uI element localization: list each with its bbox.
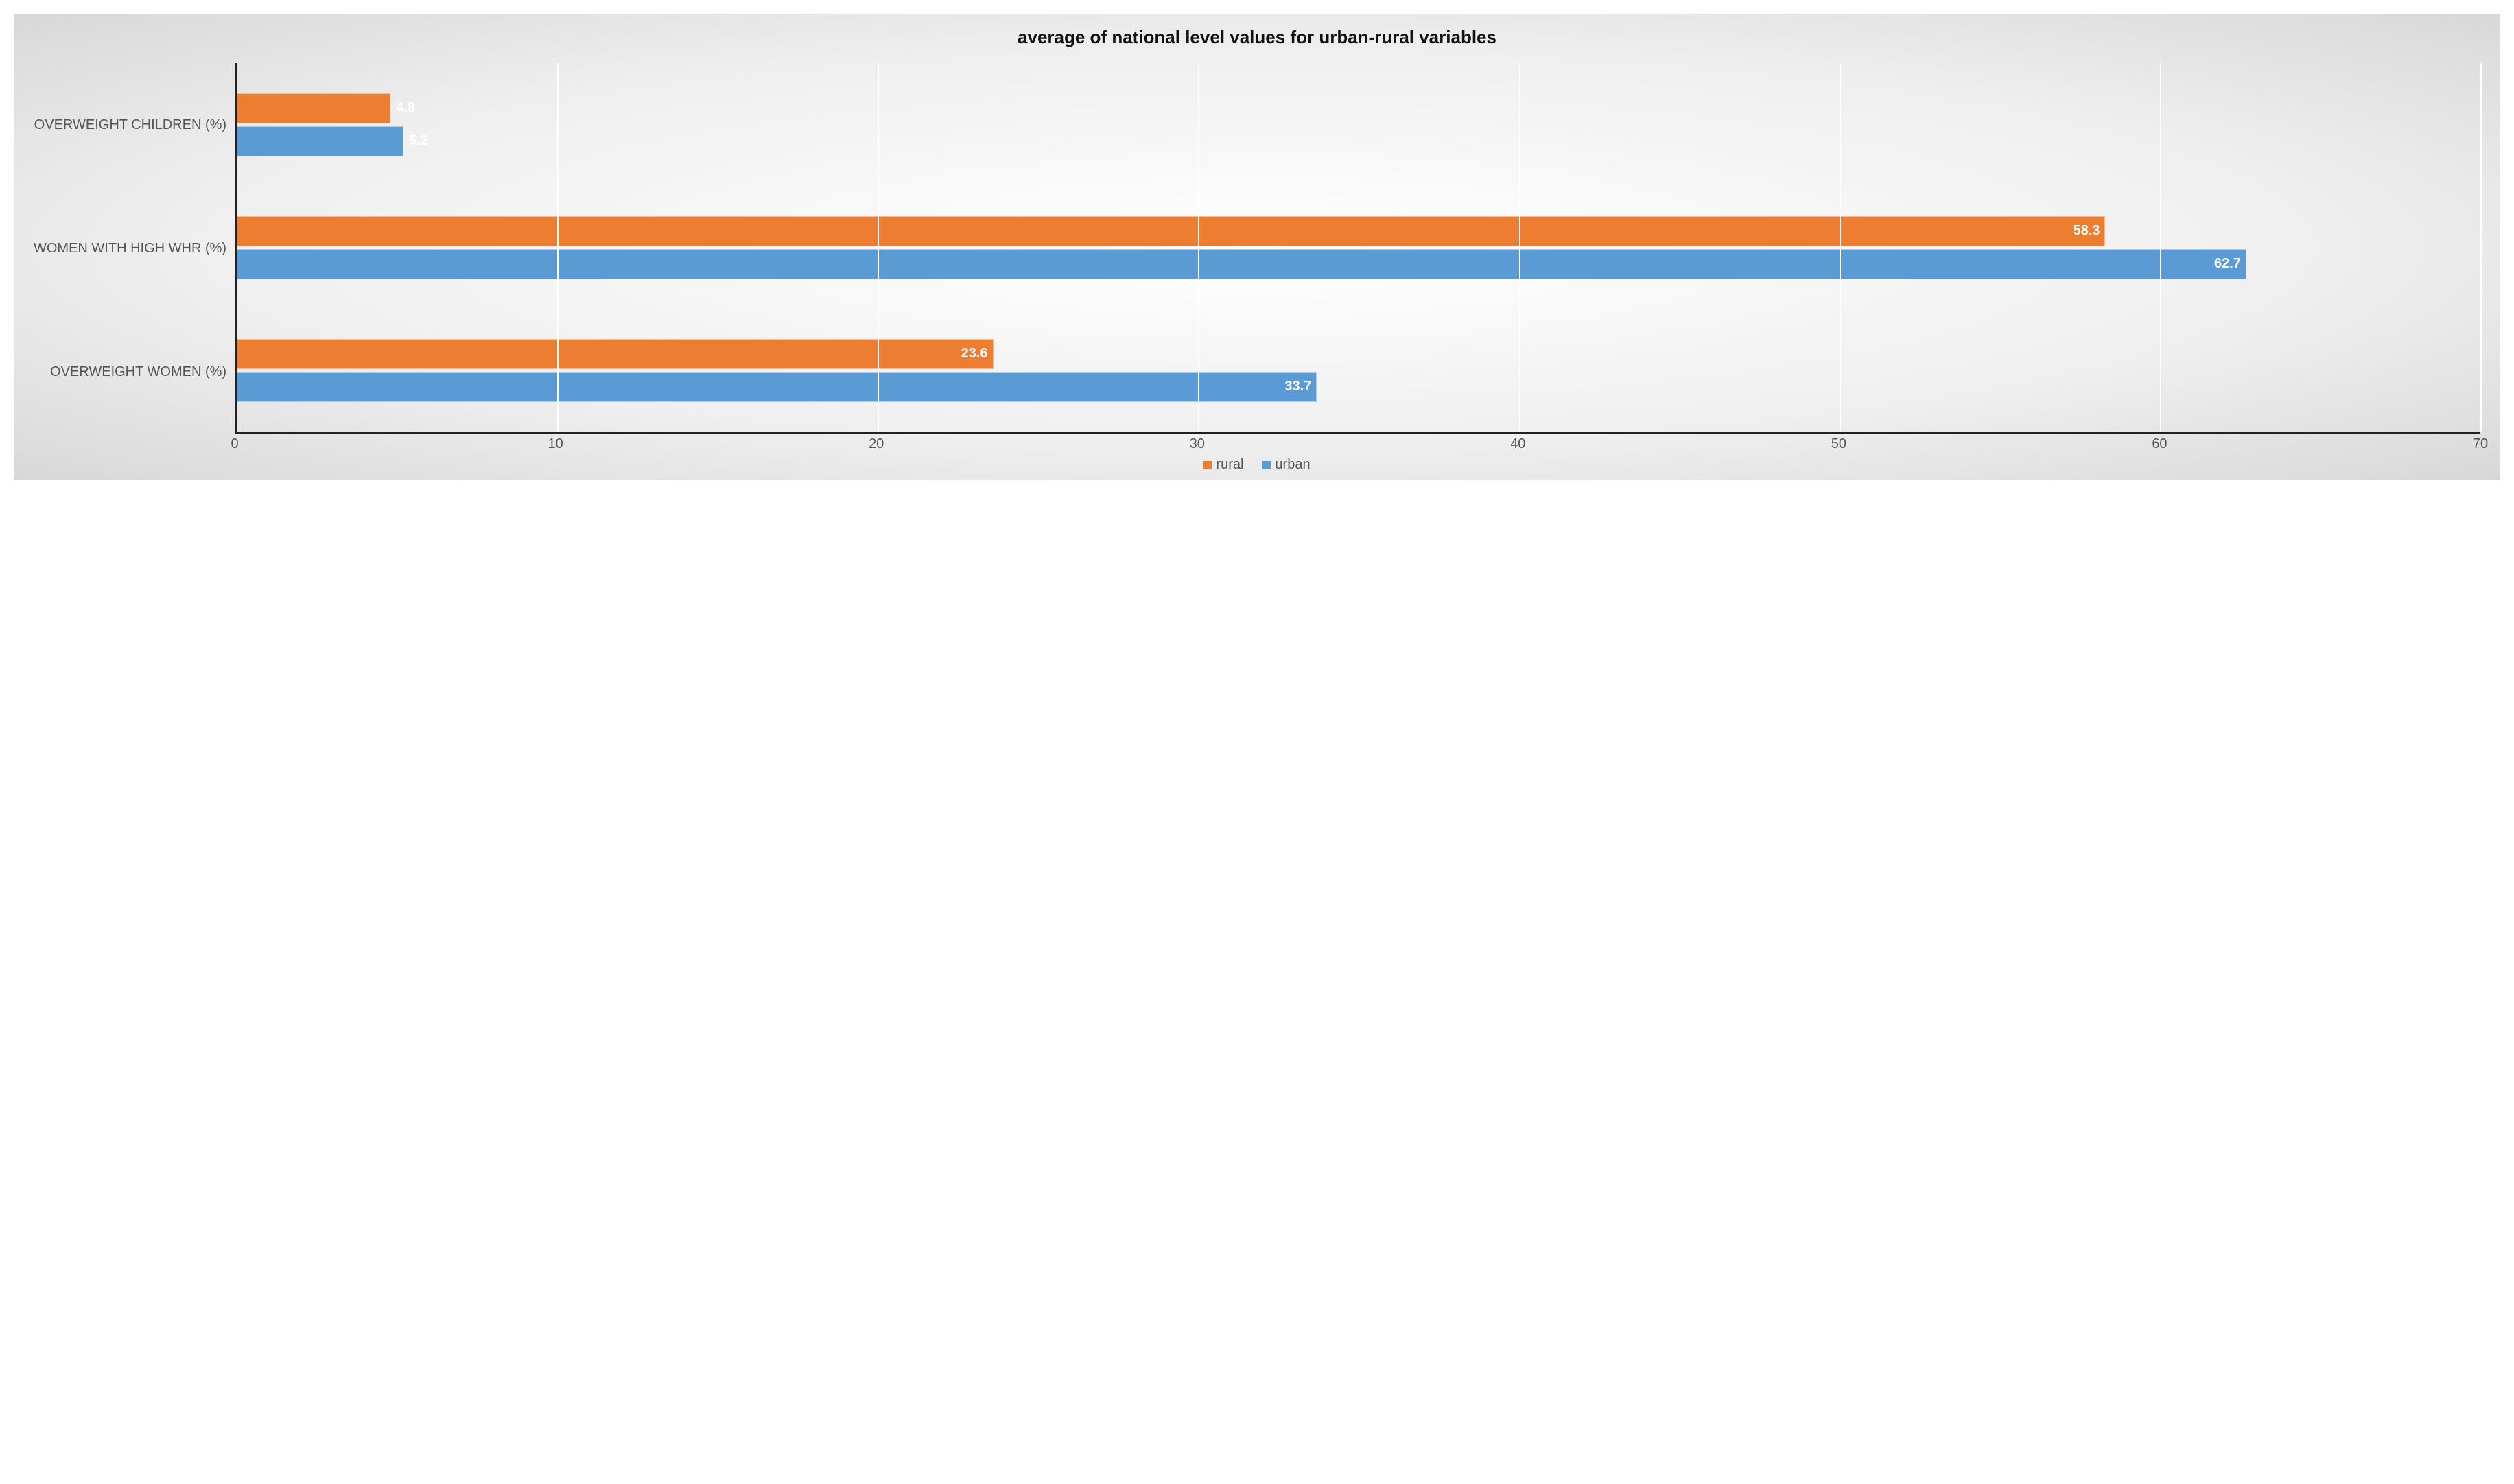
bar-group: 58.3 62.7 <box>237 216 2480 279</box>
bar: 4.8 <box>237 93 2480 123</box>
plot-row: OVERWEIGHT CHILDREN (%) WOMEN WITH HIGH W… <box>34 63 2480 434</box>
x-tick-label: 60 <box>2152 436 2167 452</box>
legend-label: rural <box>1216 457 1243 473</box>
bar-value-label: 58.3 <box>2074 223 2100 239</box>
bar: 5.2 <box>237 126 2480 156</box>
legend-item: urban <box>1262 457 1310 473</box>
chart-title: average of national level values for urb… <box>34 27 2480 48</box>
gridline <box>1840 63 1841 432</box>
bar-fill <box>237 249 2246 279</box>
bar-groups: 4.8 5.2 58.3 62.7 23.6 33.7 <box>237 63 2480 432</box>
gridline <box>557 63 559 432</box>
x-axis-spacer <box>34 434 235 454</box>
x-tick-label: 30 <box>1190 436 1205 452</box>
gridline <box>878 63 879 432</box>
bar-fill <box>237 372 1317 402</box>
chart-container: average of national level values for urb… <box>14 14 2500 480</box>
x-tick-label: 50 <box>1831 436 1846 452</box>
gridline <box>1519 63 1520 432</box>
bar-fill <box>237 339 993 369</box>
legend-item: rural <box>1203 457 1243 473</box>
legend-swatch <box>1203 461 1212 469</box>
bar-group: 23.6 33.7 <box>237 339 2480 402</box>
x-tick-label: 10 <box>548 436 563 452</box>
x-tick-label: 0 <box>231 436 239 452</box>
category-label: OVERWEIGHT WOMEN (%) <box>34 364 226 380</box>
category-label: WOMEN WITH HIGH WHR (%) <box>34 241 226 257</box>
legend-swatch <box>1262 461 1271 469</box>
bar-value-label: 62.7 <box>2214 256 2241 272</box>
gridline <box>2160 63 2161 432</box>
legend-label: urban <box>1275 457 1310 473</box>
bar-group: 4.8 5.2 <box>237 93 2480 156</box>
bar: 58.3 <box>237 216 2480 246</box>
plot-area: 4.8 5.2 58.3 62.7 23.6 33.7 <box>235 63 2480 434</box>
x-tick-label: 40 <box>1510 436 1525 452</box>
bar: 33.7 <box>237 372 2480 402</box>
bar: 62.7 <box>237 249 2480 279</box>
legend: rural urban <box>34 454 2480 474</box>
bar: 23.6 <box>237 339 2480 369</box>
y-axis-labels: OVERWEIGHT CHILDREN (%) WOMEN WITH HIGH W… <box>34 63 235 434</box>
bar-value-label: 5.2 <box>409 133 428 149</box>
bar-value-label: 23.6 <box>961 346 988 362</box>
bar-fill <box>237 93 390 123</box>
x-tick-label: 20 <box>869 436 884 452</box>
x-axis-row: 010203040506070 <box>34 434 2480 454</box>
gridline <box>2480 63 2482 432</box>
bar-value-label: 33.7 <box>1284 379 1311 394</box>
bar-fill <box>237 216 2105 246</box>
bar-fill <box>237 126 403 156</box>
x-axis: 010203040506070 <box>235 434 2480 454</box>
bar-value-label: 4.8 <box>396 100 415 116</box>
category-label: OVERWEIGHT CHILDREN (%) <box>34 117 226 133</box>
x-tick-label: 70 <box>2473 436 2488 452</box>
gridline <box>1198 63 1199 432</box>
